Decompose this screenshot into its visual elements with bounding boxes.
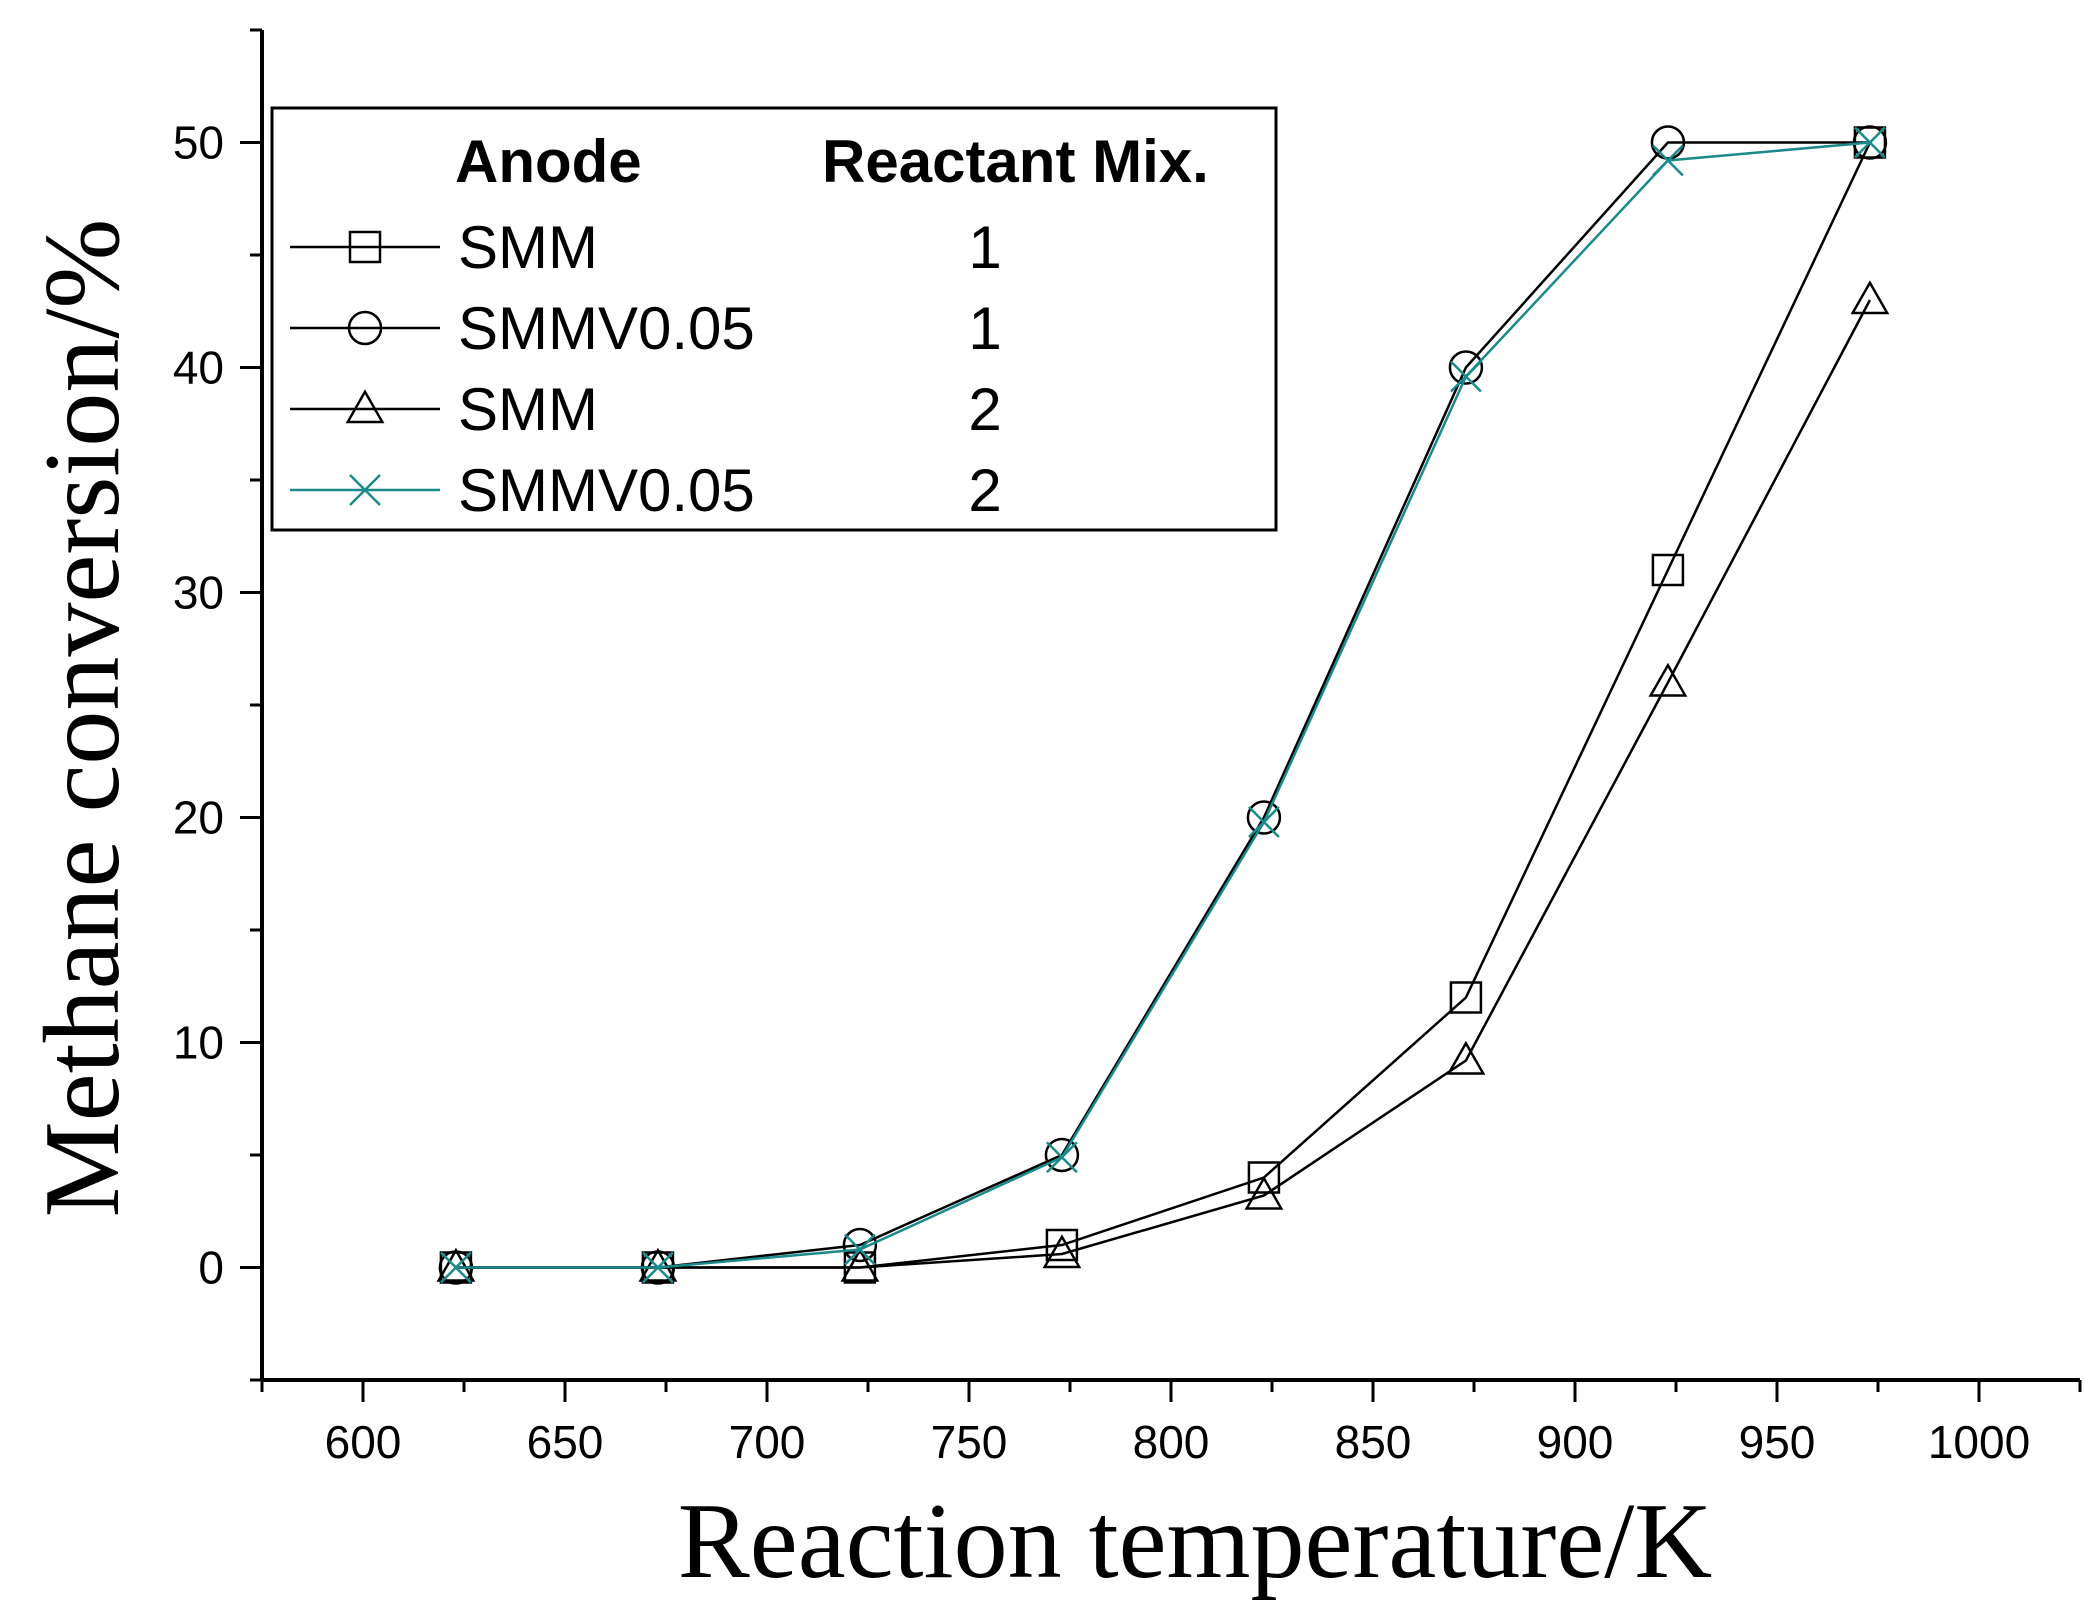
data-point-cross-stroke-b [1652,144,1684,177]
data-point-triangle [1850,280,1890,315]
series-layer [436,125,1890,1285]
x-tick-label: 650 [527,1416,604,1468]
legend-marker-cross [349,474,381,506]
legend-mix-label: 1 [968,214,1001,281]
legend-marker-circle [347,310,383,346]
data-point-cross [1248,806,1280,838]
legend-box [270,106,1278,532]
x-tick-label: 700 [729,1416,806,1468]
x-tick-label: 850 [1335,1416,1412,1468]
series-3 [436,280,1890,1282]
data-point-cross [1046,1141,1078,1174]
legend-marker-square [348,230,382,264]
data-point-triangle [1446,1040,1486,1075]
data-point-triangle [436,1247,476,1282]
y-tick-label: 0 [198,1242,224,1294]
data-point-circle [1044,1137,1080,1173]
data-point-square [1045,1228,1079,1262]
data-point-cross-stroke-b [440,1251,472,1284]
data-point-cross [642,1251,674,1284]
data-point-triangle [1042,1234,1082,1269]
data-point-circle [1650,125,1686,160]
x-tick-label: 950 [1739,1416,1816,1468]
legend-anode-label: SMM [458,214,598,281]
x-tick-label: 600 [325,1416,402,1468]
data-point-circle [1852,125,1888,160]
data-point-cross-stroke-b [1854,126,1886,159]
legend-marker-triangle [345,389,385,424]
data-point-cross [844,1233,876,1266]
legend-mix-label: 2 [968,457,1001,524]
y-axis-title: Methane conversion/% [23,219,142,1218]
axes: 600 650 700 750 800 850 900 950 1000 0 10 20 30 40 50 [173,28,2082,1468]
x-tick-label: 900 [1537,1416,1614,1468]
data-point-cross-stroke-b [1248,806,1280,838]
data-point-square [1449,981,1483,1014]
series-4 [440,126,1886,1284]
y-tick-label: 50 [173,117,224,169]
x-tick-label: 750 [931,1416,1008,1468]
series-line [455,141,1871,1269]
data-point-circle [842,1227,878,1263]
data-point-square [1247,1161,1281,1194]
legend-marker-cross-stroke-b [349,474,381,506]
data-point-cross [1450,360,1482,393]
data-point-triangle [638,1247,678,1282]
data-point-cross-stroke-b [642,1251,674,1284]
legend-mix-label: 2 [968,376,1001,443]
legend-header-mix: Reactant Mix. [822,128,1209,195]
data-point-circle [1448,350,1484,385]
legend-header-anode: Anode [455,128,642,195]
series-line [455,299,1872,1269]
data-point-triangle [840,1247,880,1282]
legend-anode-label: SMMV0.05 [458,457,755,524]
data-point-cross-stroke-b [844,1233,876,1266]
data-point-cross [1854,126,1886,159]
y-tick-label: 40 [173,342,224,394]
data-point-square [1651,553,1685,587]
data-point-cross-stroke-b [1046,1141,1078,1174]
data-point-circle [1246,800,1282,835]
legend-mix-label: 1 [968,295,1001,362]
legend-anode-label: SMMV0.05 [458,295,755,362]
x-tick-label: 800 [1133,1416,1210,1468]
x-axis-title: Reaction temperature/K [678,1482,1713,1601]
data-point-triangle [1244,1175,1284,1210]
data-point-cross [440,1251,472,1284]
y-tick-label: 30 [173,567,224,619]
legend-anode-label: SMM [458,376,598,443]
legend: Anode Reactant Mix. SMM 1 SMMV0.05 1 SMM 2 SMM… [270,106,1278,532]
data-point-cross [1652,144,1684,177]
y-tick-label: 10 [173,1017,224,1069]
data-point-triangle [1648,662,1688,697]
data-point-cross-stroke-b [1450,360,1482,393]
x-tick-label: 1000 [1928,1416,2030,1468]
y-tick-label: 20 [173,792,224,844]
